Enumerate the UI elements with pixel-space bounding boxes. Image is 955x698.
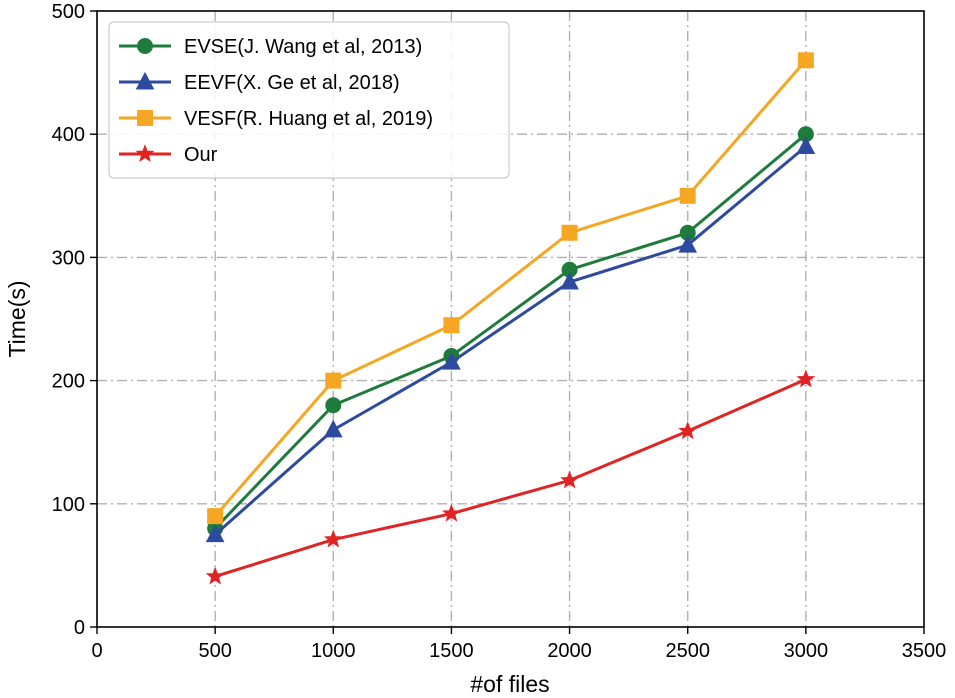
series-layer: [205, 52, 816, 585]
series-line: [214, 377, 807, 578]
legend-label: EEVF(X. Ge et al, 2018): [184, 72, 400, 94]
legend-item: EVSE(J. Wang et al, 2013): [119, 36, 422, 58]
data-point: [678, 235, 698, 253]
legend-marker: [137, 110, 153, 126]
series-2: [207, 52, 814, 525]
plot-frame: [96, 10, 925, 628]
y-axis: 0 100 200 300 400 500: [52, 1, 97, 639]
data-point: [205, 524, 225, 543]
data-point: [678, 421, 698, 440]
series-3: [205, 369, 816, 585]
data-point: [443, 317, 460, 334]
legend-item: VESF(R. Huang et al, 2019): [119, 108, 433, 130]
data-point: [205, 566, 225, 585]
y-axis-label: Time(s): [4, 280, 30, 357]
x-tick-label: 2500: [665, 640, 710, 662]
x-axis: 0 500 1000 1500 2000 2500 3000 3500: [91, 627, 946, 662]
x-tick-label: 500: [198, 640, 231, 662]
series-line: [214, 59, 807, 518]
x-tick-label: 1000: [311, 640, 356, 662]
data-point: [796, 136, 816, 155]
y-tick-label: 300: [52, 247, 85, 269]
legend-box: [108, 21, 510, 179]
y-tick-label: 500: [52, 1, 85, 23]
data-point: [561, 224, 578, 241]
x-axis-label: #of files: [470, 671, 549, 697]
x-tick-label: 2000: [547, 640, 592, 662]
data-point: [323, 419, 343, 438]
data-point: [442, 352, 461, 370]
data-point: [325, 372, 342, 389]
series-line: [214, 133, 807, 530]
data-point: [441, 503, 461, 522]
data-point: [796, 369, 816, 388]
legend-marker: [137, 38, 153, 54]
legend-label: VESF(R. Huang et al, 2019): [184, 108, 433, 130]
y-tick-label: 400: [52, 124, 85, 146]
legend-item: EEVF(X. Ge et al, 2018): [119, 71, 400, 94]
series-line: [214, 145, 807, 536]
x-tick-label: 1500: [429, 640, 474, 662]
legend-marker: [135, 71, 155, 90]
data-point: [797, 52, 814, 69]
y-tick-label: 100: [52, 494, 85, 516]
y-tick-label: 0: [74, 617, 85, 639]
legend: EVSE(J. Wang et al, 2013) EEVF(X. Ge et a…: [108, 21, 510, 179]
data-point: [323, 529, 343, 548]
data-point: [560, 271, 579, 290]
series-1: [205, 136, 816, 543]
x-tick-label: 0: [91, 640, 102, 662]
data-point: [679, 187, 696, 204]
data-point: [325, 397, 342, 414]
data-point: [207, 508, 224, 525]
legend-item: Our: [119, 144, 218, 166]
y-tick-label: 200: [52, 371, 85, 393]
data-point: [560, 470, 580, 489]
legend-marker: [135, 144, 155, 163]
x-tick-label: 3500: [902, 640, 947, 662]
x-tick-label: 3000: [784, 640, 829, 662]
legend-label: Our: [184, 144, 218, 166]
legend-label: EVSE(J. Wang et al, 2013): [184, 36, 422, 58]
series-0: [207, 126, 814, 537]
